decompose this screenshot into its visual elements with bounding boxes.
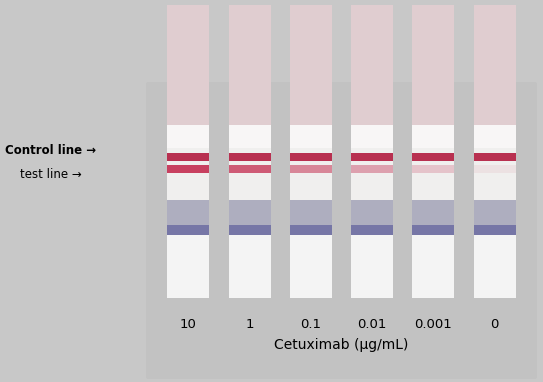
Bar — [473, 225, 516, 235]
Text: 0.1: 0.1 — [300, 318, 321, 331]
Bar — [413, 125, 454, 148]
Bar — [473, 200, 516, 235]
Bar — [290, 235, 332, 298]
Bar — [290, 225, 332, 235]
Bar — [290, 125, 332, 148]
Bar — [229, 5, 270, 298]
Bar — [229, 235, 270, 298]
Bar — [351, 235, 393, 298]
Bar — [229, 225, 270, 235]
Text: 0.001: 0.001 — [414, 318, 452, 331]
Text: Control line →: Control line → — [5, 144, 96, 157]
Bar — [413, 235, 454, 298]
Text: 10: 10 — [180, 318, 197, 331]
Bar — [290, 5, 332, 298]
Bar — [351, 125, 393, 148]
Bar — [229, 125, 270, 148]
Bar — [167, 225, 209, 235]
Bar — [351, 5, 393, 298]
Bar — [473, 235, 516, 298]
Bar — [290, 5, 332, 125]
Bar — [473, 153, 516, 161]
Text: test line →: test line → — [20, 167, 82, 181]
Bar — [229, 200, 270, 235]
Bar — [351, 225, 393, 235]
Bar — [229, 153, 270, 161]
Bar — [413, 225, 454, 235]
Bar — [413, 5, 454, 125]
Bar — [167, 125, 209, 148]
Bar — [473, 125, 516, 148]
Bar — [413, 5, 454, 298]
Bar — [229, 5, 270, 125]
Bar — [351, 200, 393, 235]
Bar — [229, 165, 270, 173]
Bar — [413, 200, 454, 235]
Bar — [413, 165, 454, 173]
Bar — [413, 153, 454, 161]
Bar — [167, 235, 209, 298]
Text: Cetuximab (μg/mL): Cetuximab (μg/mL) — [274, 338, 409, 352]
Bar — [351, 165, 393, 173]
Text: 0: 0 — [490, 318, 499, 331]
Bar — [290, 153, 332, 161]
Bar — [167, 5, 209, 298]
Bar — [473, 5, 516, 298]
FancyBboxPatch shape — [146, 82, 537, 379]
Bar — [167, 5, 209, 125]
Bar — [167, 200, 209, 235]
Bar — [351, 153, 393, 161]
Bar — [351, 5, 393, 125]
Bar — [290, 200, 332, 235]
Bar — [473, 165, 516, 173]
Bar — [167, 153, 209, 161]
Bar — [290, 165, 332, 173]
Bar — [167, 165, 209, 173]
Text: 0.01: 0.01 — [357, 318, 387, 331]
Text: 1: 1 — [245, 318, 254, 331]
Bar — [473, 5, 516, 125]
